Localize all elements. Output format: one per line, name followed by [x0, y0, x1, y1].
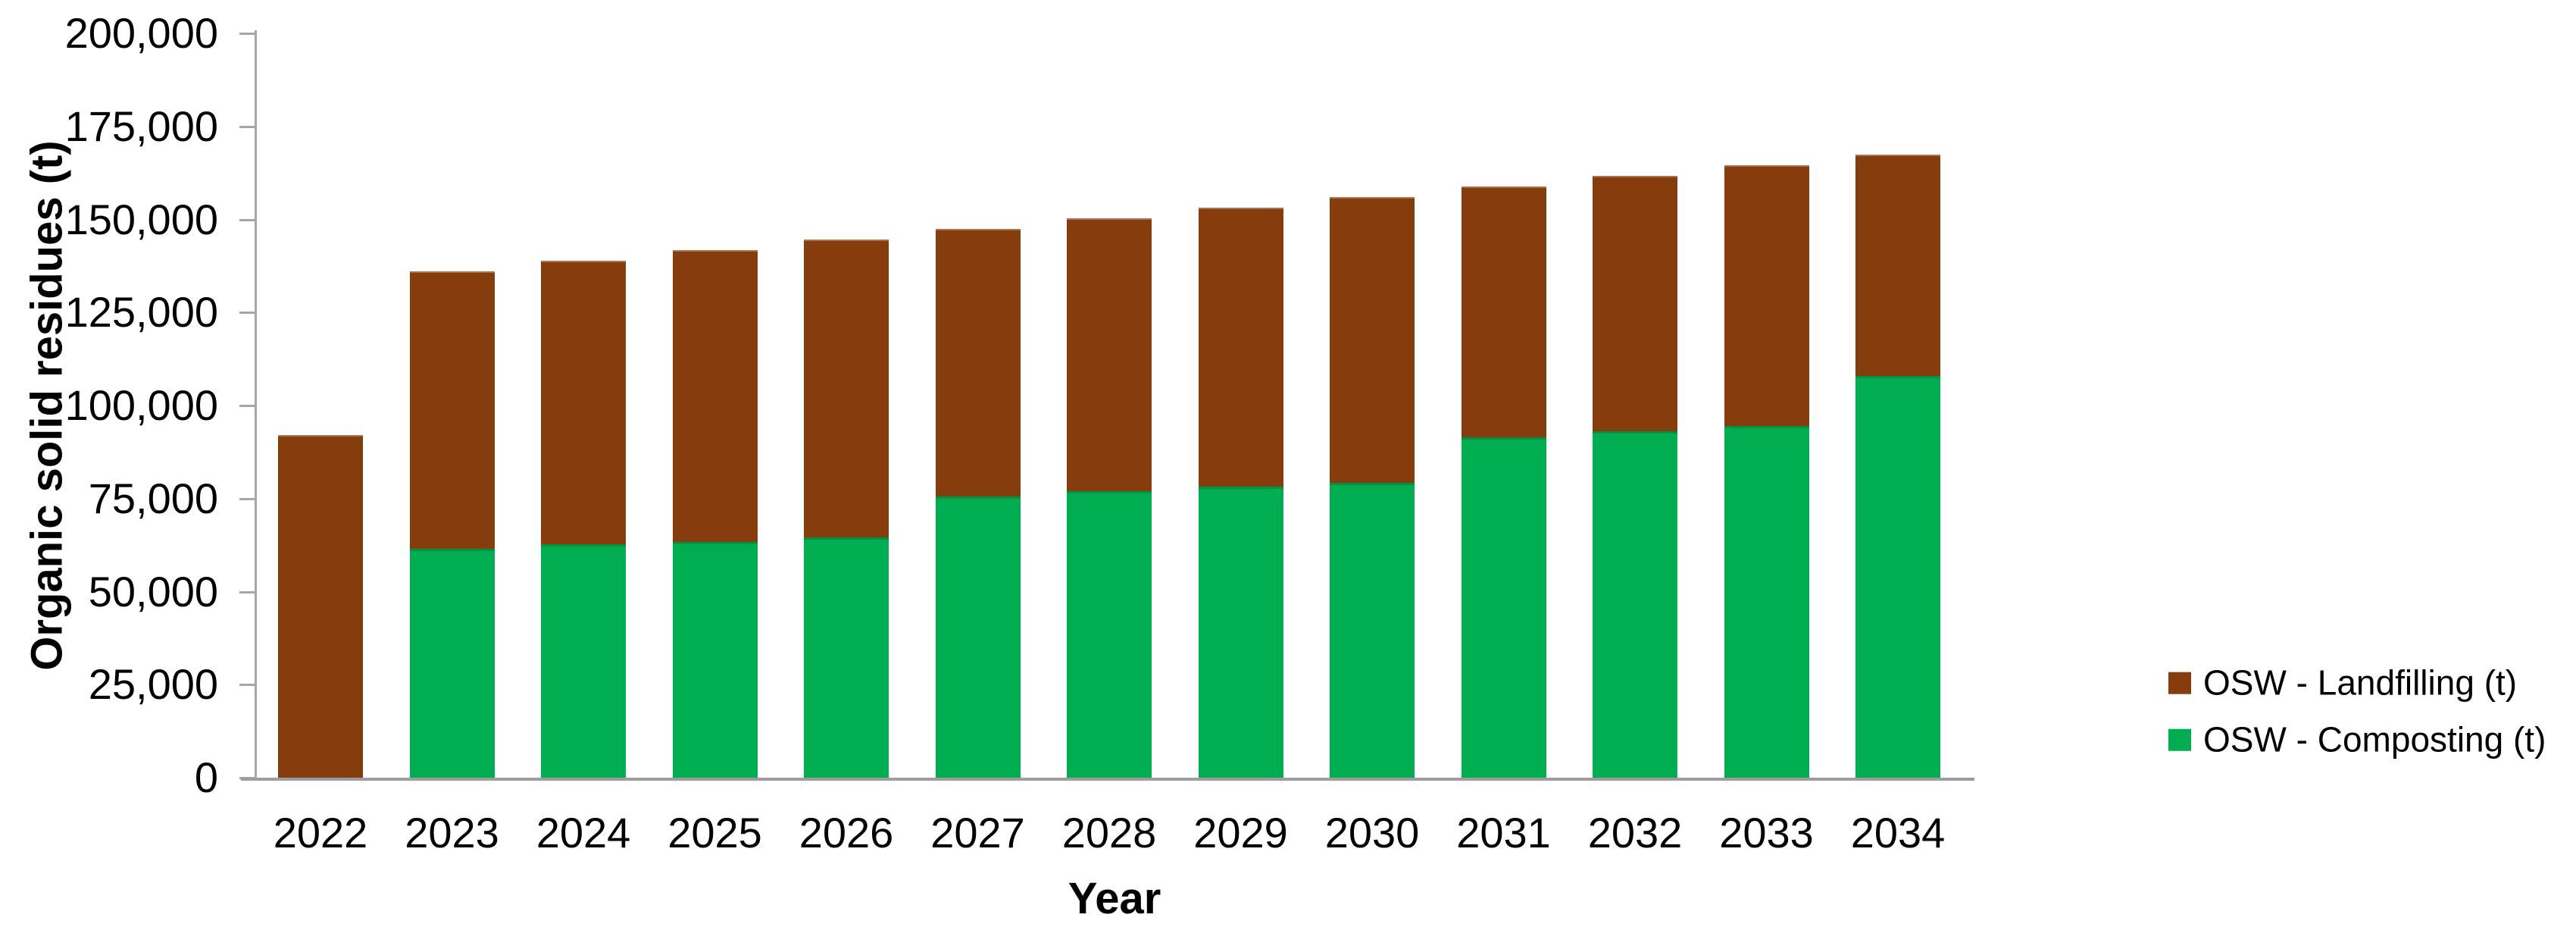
y-axis-tick — [239, 590, 256, 593]
bar-segment-landfilling — [1461, 186, 1546, 437]
bar-segment-composting — [1461, 437, 1546, 778]
x-tick-label: 2025 — [667, 809, 762, 857]
bar-segment-composting — [409, 549, 495, 778]
bar-segment-composting — [935, 496, 1021, 778]
y-tick-label: 100,000 — [64, 381, 218, 429]
y-axis-tick — [239, 497, 256, 500]
bar-segment-composting — [1593, 431, 1677, 778]
x-tick-label: 2029 — [1193, 809, 1288, 857]
bar-segment-landfilling — [1593, 175, 1677, 432]
y-tick-label: 150,000 — [64, 195, 218, 243]
y-tick-label: 200,000 — [64, 9, 218, 57]
y-tick-label: 175,000 — [64, 102, 218, 150]
bar-segment-landfilling — [1067, 218, 1152, 491]
x-tick-label: 2026 — [799, 809, 894, 857]
x-tick-label: 2031 — [1456, 809, 1551, 857]
bar-segment-landfilling — [541, 261, 626, 544]
y-tick-label: 0 — [194, 753, 218, 801]
y-axis-tick — [239, 125, 256, 128]
y-axis-tick — [239, 405, 256, 407]
composting-swatch-icon — [2168, 728, 2191, 751]
bar-segment-composting — [1330, 482, 1415, 778]
bar-segment-landfilling — [935, 228, 1021, 497]
x-tick-label: 2033 — [1719, 809, 1814, 857]
x-tick-label: 2027 — [930, 809, 1025, 857]
y-axis-tick — [239, 684, 256, 687]
x-tick-label: 2024 — [536, 809, 631, 857]
bar-segment-composting — [804, 537, 889, 778]
x-tick-label: 2030 — [1324, 809, 1420, 857]
bar-segment-landfilling — [278, 435, 363, 778]
bar-segment-composting — [1855, 375, 1940, 778]
y-tick-label: 25,000 — [88, 660, 218, 709]
bar-segment-landfilling — [1855, 154, 1940, 376]
y-axis-tick — [239, 33, 256, 35]
y-axis-tick — [239, 312, 256, 315]
bar-segment-composting — [672, 541, 758, 778]
x-tick-label: 2022 — [273, 809, 368, 857]
x-tick-label: 2023 — [405, 809, 499, 857]
x-tick-label: 2034 — [1850, 809, 1946, 857]
legend-item-composting: OSW - Composting (t) — [2168, 721, 2546, 759]
bar-segment-landfilling — [1330, 197, 1415, 483]
y-tick-label: 125,000 — [64, 288, 218, 337]
landfilling-swatch-icon — [2168, 672, 2191, 694]
legend-item-landfilling: OSW - Landfilling (t) — [2168, 664, 2517, 703]
bar-segment-landfilling — [672, 250, 758, 542]
bar-segment-composting — [1198, 487, 1283, 778]
x-tick-label: 2032 — [1587, 809, 1683, 857]
bar-segment-landfilling — [1198, 207, 1283, 487]
y-tick-label: 50,000 — [88, 567, 218, 615]
legend-label-landfilling: OSW - Landfilling (t) — [2203, 662, 2518, 703]
y-tick-label: 75,000 — [88, 474, 218, 522]
x-tick-label: 2028 — [1061, 809, 1157, 857]
bar-segment-composting — [541, 543, 626, 778]
bar-segment-landfilling — [409, 271, 495, 550]
x-axis-line — [241, 778, 1974, 781]
x-axis-title: Year — [1068, 874, 1161, 923]
y-axis-tick — [239, 218, 256, 221]
legend-label-composting: OSW - Composting (t) — [2203, 719, 2546, 759]
bar-segment-landfilling — [1724, 164, 1809, 426]
bar-segment-landfilling — [804, 240, 889, 538]
bar-segment-composting — [1724, 425, 1809, 778]
bar-segment-composting — [1067, 490, 1152, 778]
